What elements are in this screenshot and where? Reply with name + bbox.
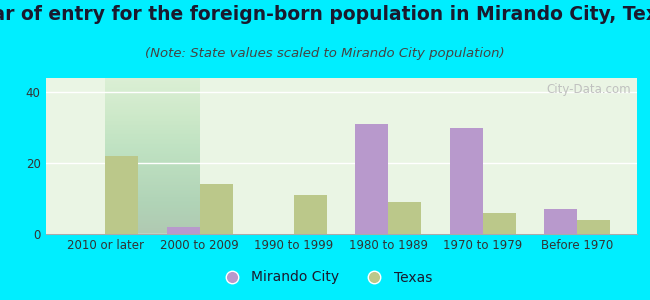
Bar [483, 213, 516, 234]
Bar [294, 195, 327, 234]
Bar [166, 227, 200, 234]
Text: Year of entry for the foreign-born population in Mirando City, Texas: Year of entry for the foreign-born popul… [0, 4, 650, 23]
Bar [200, 184, 233, 234]
Bar [544, 209, 577, 234]
Bar [450, 128, 483, 234]
Legend: Mirando City, Texas: Mirando City, Texas [213, 265, 437, 290]
Bar [577, 220, 610, 234]
Bar [105, 156, 138, 234]
Text: City-Data.com: City-Data.com [547, 83, 631, 96]
Text: (Note: State values scaled to Mirando City population): (Note: State values scaled to Mirando Ci… [145, 46, 505, 59]
Bar [356, 124, 389, 234]
Bar [389, 202, 421, 234]
